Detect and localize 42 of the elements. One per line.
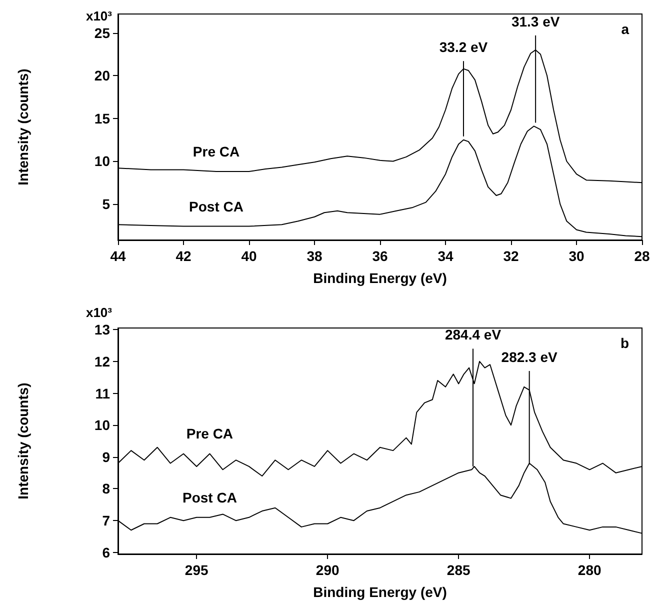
y-tick-label: 10 [94, 417, 110, 434]
x-tick-label: 42 [176, 248, 192, 264]
annotation: b [620, 335, 630, 351]
x-tick-label: 34 [438, 248, 454, 264]
x-tick-label: 36 [372, 248, 388, 264]
x-tick-label: 28 [634, 248, 650, 264]
annotation: 282.3 eV [501, 348, 558, 365]
y-tick-label: 25 [94, 24, 110, 41]
y-tick-label: 15 [94, 110, 110, 126]
x-axis-title: Binding Energy (eV) [313, 584, 447, 600]
annotation: 31.3 eV [511, 13, 560, 30]
x-axis-title: Binding Energy (eV) [313, 270, 447, 286]
x-tick-label: 30 [568, 248, 584, 264]
y-tick-label: 9 [102, 448, 110, 465]
annotation: 33.2 eV [439, 39, 488, 56]
y-tick-label: 6 [102, 544, 110, 560]
y-tick-label: 11 [95, 385, 110, 402]
y-tick-label: 10 [94, 153, 110, 170]
y-tick-label: 20 [94, 68, 110, 84]
x-tick-label: 290 [316, 562, 340, 578]
annotation: 284.4 eV [444, 326, 502, 343]
y-axis-title: Intensity (counts) [15, 68, 31, 186]
x-tick-label: 285 [446, 562, 470, 578]
y-tick-label: 5 [102, 196, 110, 212]
y-tick-label: 12 [94, 353, 110, 370]
y-tick-label: 8 [102, 480, 110, 497]
x-tick-label: 40 [241, 248, 257, 264]
x-tick-label: 44 [110, 248, 126, 264]
x-tick-label: 38 [306, 248, 322, 264]
series-label: Pre CA [192, 144, 240, 160]
x-tick-label: 280 [578, 562, 602, 578]
x-tick-label: 295 [184, 562, 208, 578]
y-tick-label: 13 [94, 322, 110, 338]
series-label: Post CA [182, 489, 237, 506]
y-tick-label: 7 [102, 512, 110, 529]
y-axis-title: Intensity (counts) [15, 382, 31, 500]
text: x10³ [86, 305, 113, 320]
x-tick-label: 32 [503, 248, 519, 264]
series-label: Post CA [189, 198, 244, 214]
text: x10³ [86, 8, 113, 24]
series-label: Pre CA [186, 426, 234, 442]
annotation: a [621, 21, 630, 37]
